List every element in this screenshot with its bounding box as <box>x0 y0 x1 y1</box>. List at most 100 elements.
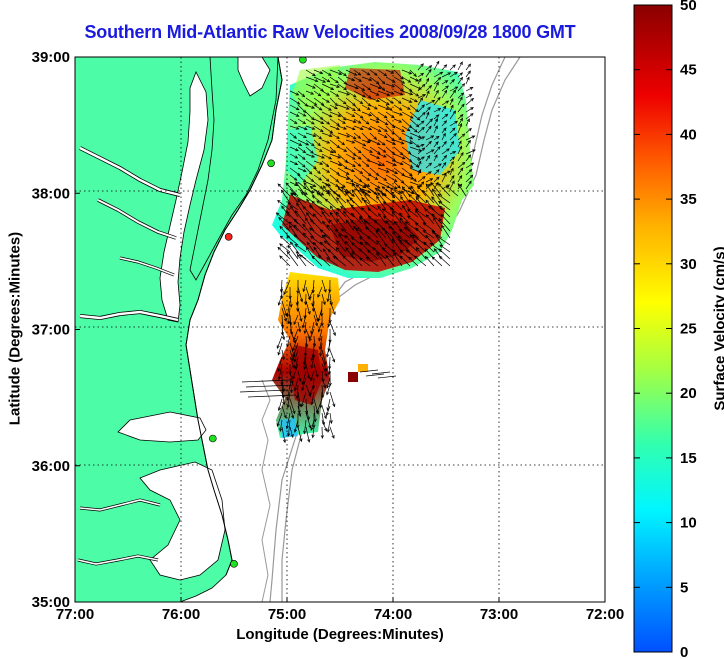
velocity-arrow-head <box>390 91 395 95</box>
land-peninsula <box>189 57 279 281</box>
velocity-arrow-head <box>461 83 466 87</box>
velocity-arrow-head <box>302 179 307 183</box>
velocity-arrow <box>465 94 472 99</box>
velocity-arrow <box>393 132 402 141</box>
velocity-arrow <box>377 111 388 119</box>
velocity-arrow-head <box>437 108 442 112</box>
velocity-arrow <box>437 194 451 204</box>
velocity-arrow-head <box>443 154 448 159</box>
velocity-arrow-head <box>326 384 330 389</box>
velocity-arrow <box>422 222 435 232</box>
velocity-arrow-head <box>335 211 340 216</box>
velocity-arrow-head <box>321 210 325 215</box>
velocity-arrow <box>457 114 464 120</box>
velocity-arrow-head <box>410 191 415 195</box>
velocity-arrow-head <box>285 425 289 430</box>
velocity-arrow-head <box>453 132 457 137</box>
velocity-arrow-head <box>305 142 310 146</box>
velocity-arrow-head <box>280 332 285 336</box>
velocity-arrow <box>301 377 307 391</box>
velocity-arrow <box>361 132 371 142</box>
velocity-arrow <box>313 307 319 322</box>
velocity-arrow-head <box>435 176 440 181</box>
velocity-arrow-head <box>434 125 438 130</box>
velocity-arrow <box>359 216 371 232</box>
velocity-arrow-head <box>444 89 448 94</box>
velocity-arrow <box>297 286 303 302</box>
velocity-arrow-head <box>367 215 372 220</box>
velocity-arrow <box>321 139 330 144</box>
velocity-arrow-head <box>342 255 346 259</box>
velocity-arrow <box>377 228 387 239</box>
velocity-arrow-head <box>306 241 310 246</box>
velocity-arrow <box>277 356 283 372</box>
velocity-arrow <box>353 146 362 154</box>
velocity-arrow <box>345 167 355 172</box>
velocity-arrow <box>366 257 379 267</box>
velocity-arrow-head <box>336 240 340 244</box>
velocity-arrow-head <box>330 150 334 154</box>
velocity-arrow-head <box>357 163 362 167</box>
velocity-arrow <box>409 104 419 112</box>
velocity-arrow-head <box>431 196 435 200</box>
velocity-arrow <box>318 328 323 341</box>
velocity-arrow-head <box>293 337 297 341</box>
velocity-arrow <box>425 118 433 127</box>
velocity-arrow <box>433 176 440 183</box>
velocity-arrow <box>465 174 474 183</box>
velocity-arrow-head <box>366 158 371 162</box>
velocity-arrow <box>425 78 429 85</box>
velocity-arrow <box>449 110 456 120</box>
velocity-arrow <box>324 240 339 253</box>
velocity-arrow <box>433 136 440 141</box>
velocity-arrow-head <box>279 225 283 230</box>
velocity-arrow-head <box>292 354 296 359</box>
velocity-arrow <box>381 227 395 239</box>
velocity-arrow-head <box>302 109 307 114</box>
velocity-arrow <box>313 213 323 225</box>
velocity-arrow-head <box>342 101 347 105</box>
velocity-arrow-head <box>434 154 438 158</box>
velocity-arrow-head <box>467 63 471 68</box>
velocity-arrow-head <box>317 318 321 322</box>
velocity-arrow-head <box>312 133 317 137</box>
velocity-arrow <box>302 370 307 385</box>
velocity-arrow-head <box>317 170 321 175</box>
velocity-arrow <box>368 216 379 225</box>
velocity-arrow <box>361 174 370 181</box>
velocity-arrow <box>337 139 345 146</box>
velocity-arrow <box>289 111 299 117</box>
colorbar-tick-label: 30 <box>680 256 697 273</box>
velocity-arrow <box>321 146 334 154</box>
velocity-arrow <box>289 174 298 181</box>
velocity-arrow <box>381 193 395 204</box>
velocity-arrow <box>377 174 387 181</box>
velocity-arrow <box>425 106 431 113</box>
velocity-arrow-head <box>298 142 303 146</box>
velocity-arrow <box>329 321 336 336</box>
velocity-arrow-head <box>374 176 379 180</box>
velocity-arrow <box>280 279 283 293</box>
velocity-arrow-head <box>404 239 408 243</box>
velocity-arrow <box>293 314 299 325</box>
velocity-arrow-head <box>468 94 473 98</box>
velocity-arrow-head <box>422 222 427 226</box>
velocity-arrow-head <box>287 320 291 325</box>
velocity-arrow <box>350 253 363 267</box>
velocity-arrow-head <box>471 135 476 139</box>
velocity-arrow <box>297 125 308 130</box>
velocity-arrow <box>296 293 299 306</box>
velocity-arrow-head <box>381 186 386 190</box>
y-tick-label: 38:00 <box>32 185 70 202</box>
velocity-arrow-head <box>373 219 378 224</box>
velocity-arrow <box>425 256 435 267</box>
velocity-arrow <box>417 84 426 92</box>
velocity-arrow-head <box>329 211 333 216</box>
velocity-arrow-head <box>303 366 307 371</box>
velocity-arrow <box>321 384 324 398</box>
velocity-arrow-head <box>293 224 297 229</box>
velocity-arrow-head <box>312 85 316 89</box>
radar-station-marker <box>299 57 307 64</box>
velocity-arrow-head <box>292 339 296 344</box>
velocity-arrow-head <box>286 235 290 239</box>
